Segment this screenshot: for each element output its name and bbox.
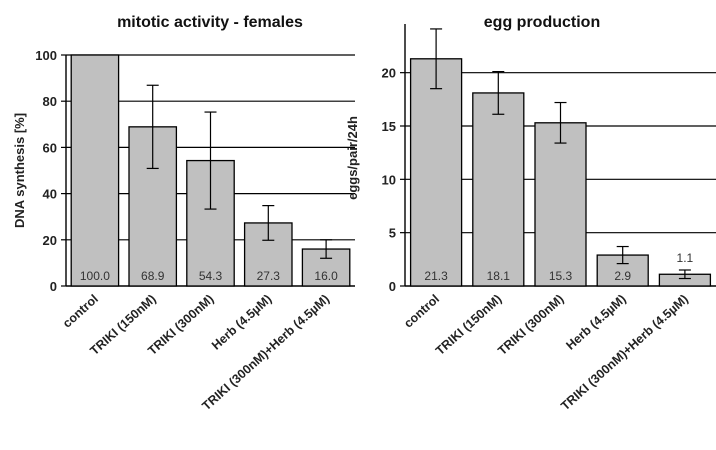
y-tick-label: 20 [43,233,57,248]
y-tick-label: 20 [382,66,396,81]
y-axis-label: eggs/pair/24h [345,116,360,200]
chart-title: egg production [484,14,600,31]
data-label: 54.3 [199,269,223,283]
bar [409,58,463,287]
category-label: Herb (4.5µM) [563,292,628,353]
data-label: 16.0 [314,269,338,283]
bar [472,92,525,287]
bar [128,126,178,287]
y-axis-label: DNA synthesis [%] [12,113,27,228]
category-label: TRIKI (300nM)+Herb (4.5µM) [558,292,691,413]
data-label: 2.9 [614,269,631,283]
y-tick-label: 0 [389,279,396,294]
data-label: 100.0 [80,269,110,283]
y-tick-label: 5 [389,226,396,241]
y-tick-label: 60 [43,140,57,155]
bar [534,122,587,287]
data-label: 27.3 [257,269,281,283]
y-tick-label: 0 [50,279,57,294]
data-label: 15.3 [549,269,573,283]
data-label: 18.1 [487,269,511,283]
data-label: 1.1 [677,251,694,265]
y-tick-label: 15 [382,119,396,134]
data-label: 68.9 [141,269,165,283]
y-tick-label: 40 [43,187,57,202]
category-label: control [401,292,442,331]
y-tick-label: 100 [35,48,57,63]
data-label: 21.3 [424,269,448,283]
category-label: TRIKI (150nM) [433,292,504,358]
category-label: TRIKI (300nM)+Herb (4.5µM) [199,292,332,413]
chart-title: mitotic activity - females [117,14,303,31]
egg-production-chart: egg production 0 5 10 15 20 eggs/pair/24h 21.3 c… [345,14,716,413]
category-label: TRIKI (300nM) [495,292,566,358]
y-tick-label: 10 [382,172,396,187]
category-label: control [60,292,101,331]
mitotic-activity-chart: mitotic activity - females 0 20 40 60 80 100 DN… [12,14,355,413]
y-tick-label: 80 [43,94,57,109]
bar [70,54,120,287]
